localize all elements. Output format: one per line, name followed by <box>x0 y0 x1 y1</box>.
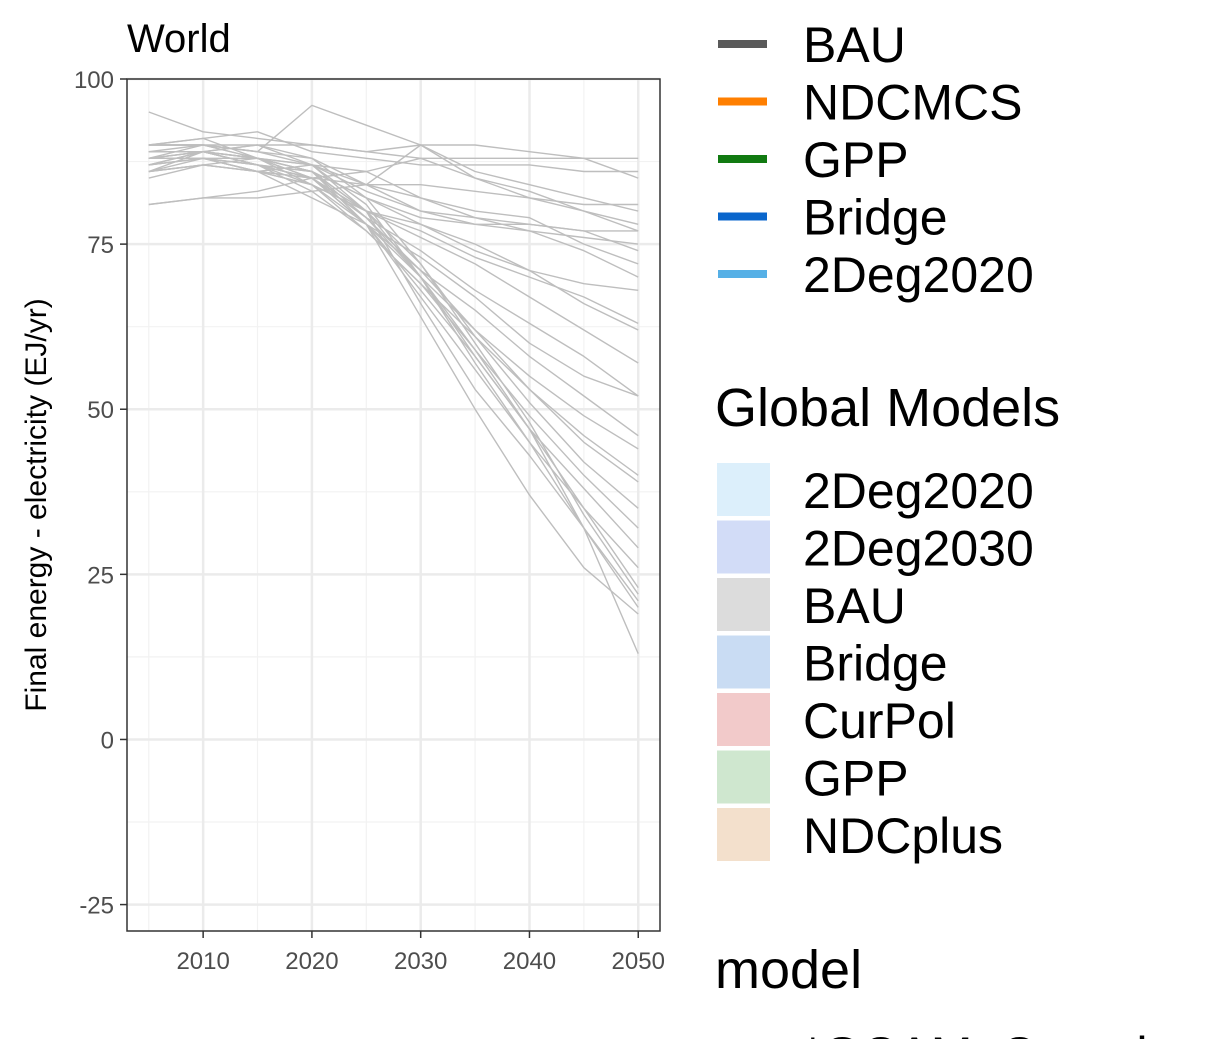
legend-global-model-label: BAU <box>803 578 906 634</box>
legend-key-fill <box>717 463 770 516</box>
legend-key-fill <box>717 578 770 631</box>
y-tick-label: -25 <box>79 893 114 920</box>
y-axis-label: Final energy - electricity (EJ/yr) <box>20 298 53 711</box>
series-line-23 <box>148 144 639 509</box>
legend-model-label: *GCAM_Canada <box>803 1027 1176 1039</box>
y-tick-label: 0 <box>101 727 114 754</box>
legend-model: *GCAM_Canada <box>803 1027 1176 1039</box>
series-line-30 <box>148 164 639 615</box>
x-tick-label: 2030 <box>394 948 447 975</box>
series-line-28 <box>148 144 639 595</box>
series-line-11 <box>148 170 639 265</box>
x-tick-label: 2040 <box>503 948 556 975</box>
x-tick-label: 2050 <box>612 948 665 975</box>
legend-key-fill <box>717 750 770 804</box>
y-tick-label: 75 <box>87 232 114 259</box>
legend-scenario-label: Bridge <box>803 190 948 246</box>
x-tick-label: 2010 <box>176 948 229 975</box>
legend-key-line <box>718 270 767 278</box>
legend-model-title: model <box>715 940 862 1000</box>
legend-key-line <box>718 212 767 221</box>
x-tick-label: 2020 <box>285 948 338 975</box>
legend-global-model-label: CurPol <box>803 693 956 749</box>
series-line-32 <box>148 150 639 654</box>
legend-scenario-label: BAU <box>803 17 906 73</box>
legend-global-models-title: Global Models <box>715 378 1060 438</box>
legend-key-line <box>718 97 767 106</box>
legend-scenario-label: GPP <box>803 132 909 188</box>
legend-key-line <box>718 40 767 48</box>
plot-panel <box>127 79 660 931</box>
series-lines <box>148 104 639 654</box>
legend-global-model-label: 2Deg2020 <box>803 463 1034 519</box>
chart-title: World <box>127 17 231 61</box>
y-tick-label: 50 <box>87 397 114 424</box>
legend-global-models: 2Deg20202Deg2030BAUBridgeCurPolGPPNDCplu… <box>717 463 1034 864</box>
series-line-8 <box>148 144 639 245</box>
legend-scenario-label: 2Deg2020 <box>803 247 1034 303</box>
legend-key-fill <box>717 693 770 746</box>
legend-global-model-label: GPP <box>803 751 909 807</box>
y-tick-label: 100 <box>74 67 114 94</box>
grid-lines <box>127 77 660 931</box>
plot-border <box>126 78 661 932</box>
legend-key-line <box>718 155 767 163</box>
axes: 2010 2020 2030 2040 2050 -25 0 25 50 75 100 <box>74 67 665 975</box>
legend-global-model-label: NDCplus <box>803 808 1003 864</box>
legend-key-fill <box>717 808 770 861</box>
legend-key-fill <box>717 520 770 574</box>
y-tick-label: 25 <box>87 562 114 589</box>
legend-scenario-label: NDCMCS <box>803 75 1022 131</box>
legend-global-model-label: Bridge <box>803 636 948 692</box>
legend-key-fill <box>717 635 770 689</box>
series-line-2 <box>148 131 639 173</box>
legend-global-model-label: 2Deg2030 <box>803 521 1034 577</box>
